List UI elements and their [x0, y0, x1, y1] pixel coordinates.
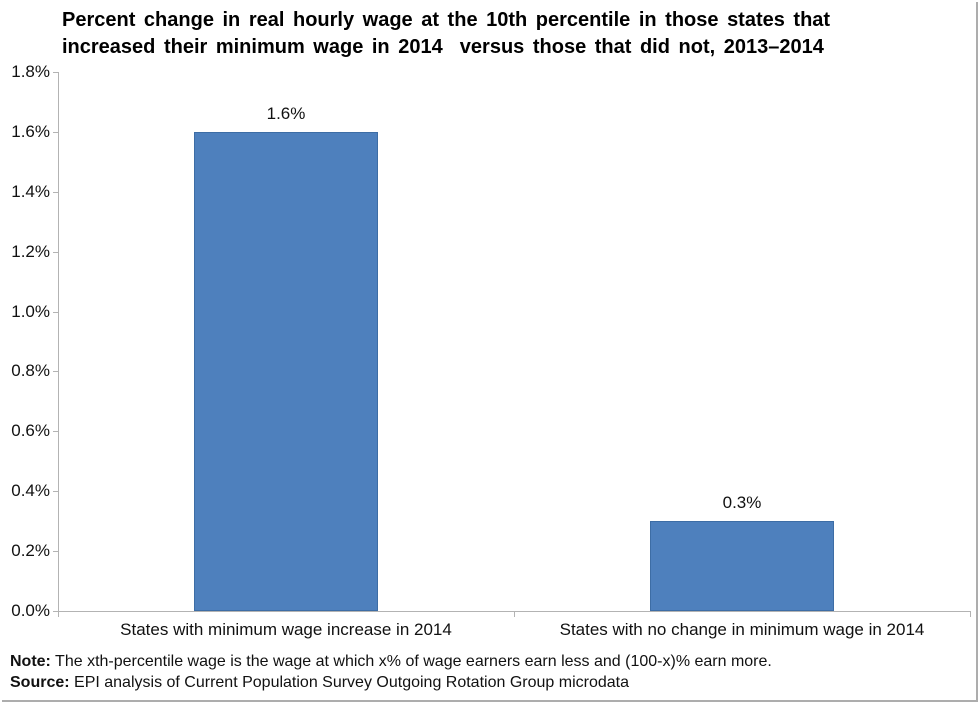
y-axis-tick: [53, 312, 58, 313]
y-axis-tick-label: 0.2%: [11, 541, 50, 560]
x-axis-tick: [970, 612, 971, 617]
bar-value-label: 1.6%: [266, 104, 306, 123]
x-axis-tick: [58, 612, 59, 617]
y-axis-tick: [53, 431, 58, 432]
chart-title-line1: Percent change in real hourly wage at th…: [62, 9, 831, 31]
image-border-right: [976, 2, 978, 702]
source-label: Source:: [10, 674, 70, 691]
chart-title-line2: increased their minimum wage in 2014 ver…: [62, 36, 824, 58]
image-border-bottom: [2, 700, 978, 702]
y-axis-tick: [53, 192, 58, 193]
x-axis-tick: [514, 612, 515, 617]
y-axis-tick: [53, 371, 58, 372]
y-axis-tick-label: 1.0%: [11, 302, 50, 321]
bar: [194, 132, 378, 611]
x-axis-line: [58, 611, 971, 612]
note-line: Note: The xth-percentile wage is the wag…: [10, 651, 950, 672]
y-axis-tick: [53, 611, 58, 612]
source-line: Source: EPI analysis of Current Populati…: [10, 672, 950, 693]
bar: [650, 521, 834, 611]
y-axis-tick-label: 1.8%: [11, 62, 50, 81]
y-axis-tick-label: 0.4%: [11, 481, 50, 500]
y-axis-tick-label: 0.0%: [11, 601, 50, 620]
y-axis-line: [58, 72, 59, 612]
y-axis-tick: [53, 491, 58, 492]
x-category-label: States with minimum wage increase in 201…: [120, 620, 452, 639]
y-axis-tick: [53, 132, 58, 133]
x-category-label: States with no change in minimum wage in…: [559, 620, 925, 639]
y-axis-tick: [53, 72, 58, 73]
y-axis-tick-label: 0.8%: [11, 361, 50, 380]
chart-footnotes: Note: The xth-percentile wage is the wag…: [10, 651, 950, 693]
source-text: EPI analysis of Current Population Surve…: [69, 674, 629, 691]
y-axis-tick: [53, 252, 58, 253]
y-axis-tick: [53, 551, 58, 552]
bar-value-label: 0.3%: [722, 493, 762, 512]
y-axis-tick-label: 0.6%: [11, 421, 50, 440]
y-axis-tick-label: 1.2%: [11, 242, 50, 261]
note-label: Note:: [10, 653, 51, 670]
y-axis-tick-label: 1.6%: [11, 122, 50, 141]
chart-title: Percent change in real hourly wage at th…: [62, 7, 954, 61]
note-text: The xth-percentile wage is the wage at w…: [50, 653, 772, 670]
y-axis-tick-label: 1.4%: [11, 182, 50, 201]
